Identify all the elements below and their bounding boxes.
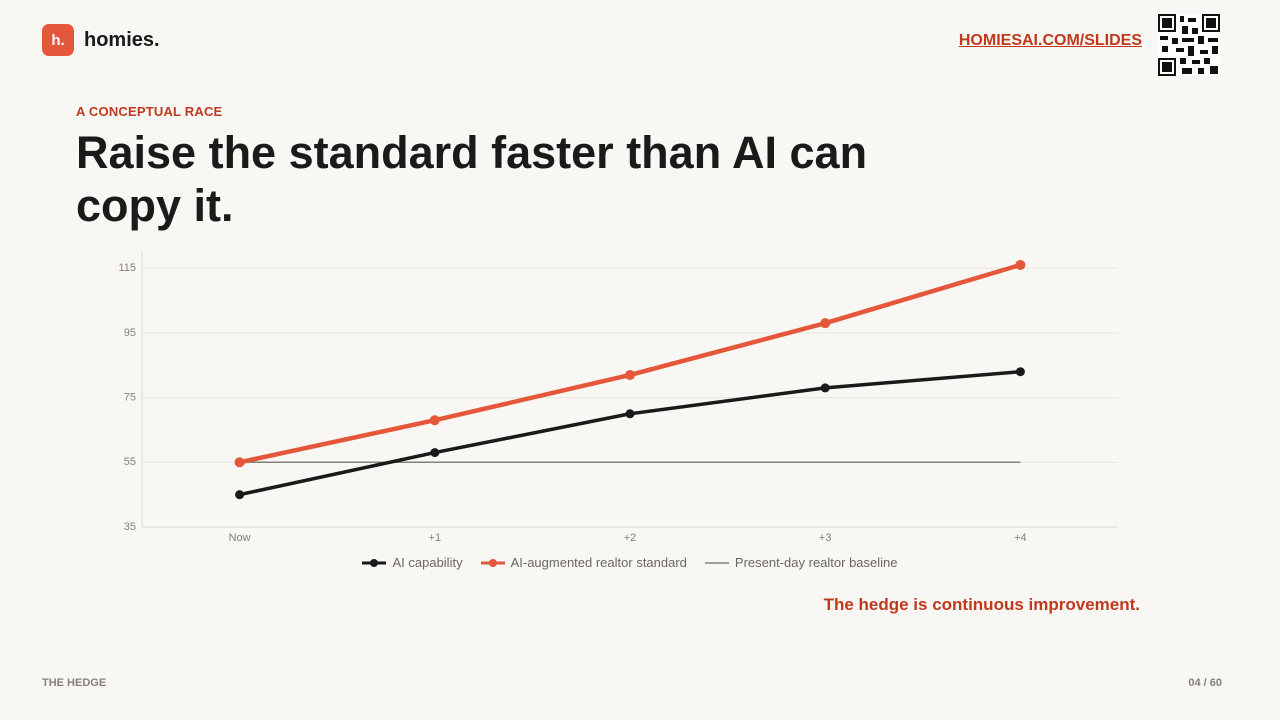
qr-code xyxy=(1158,14,1220,76)
legend-label: AI-augmented realtor standard xyxy=(510,555,687,570)
data-point xyxy=(1015,367,1025,377)
link[interactable]: HOMIESAI.COM/SLIDES xyxy=(958,32,1142,49)
legend: AI capability AI-augmented realtor standa… xyxy=(142,555,1118,570)
brand: homies. xyxy=(84,29,160,51)
y-tick-label: 55 xyxy=(124,456,136,468)
footer-section: THE HEDGE xyxy=(42,677,107,689)
x-tick-label: +3 xyxy=(819,532,832,544)
data-point xyxy=(429,415,440,426)
legend-marker xyxy=(370,558,379,567)
data-point xyxy=(820,318,831,329)
data-point xyxy=(430,448,440,458)
data-point xyxy=(234,457,245,468)
slide-title: Raise the standard faster than AI can co… xyxy=(76,127,868,231)
legend-swatch xyxy=(362,558,387,567)
legend-label: AI capability xyxy=(392,555,463,570)
legend-swatch xyxy=(704,561,729,564)
y-tick-label: 75 xyxy=(124,391,136,403)
kicker: A CONCEPTUAL RACE xyxy=(76,104,223,119)
caption: The hedge is continuous improvement. xyxy=(823,595,1140,614)
data-point xyxy=(235,490,245,500)
legend-swatch xyxy=(480,558,505,567)
x-tick-label: +4 xyxy=(1014,532,1027,544)
series-line xyxy=(239,369,1021,497)
x-tick-label: Now xyxy=(229,532,251,544)
logo: h. xyxy=(42,24,74,56)
x-tick-label: +2 xyxy=(624,532,637,544)
data-point xyxy=(820,383,830,393)
legend-item: Present-day realtor baseline xyxy=(704,555,898,570)
chart: 35 55 75 95 115 Now +1 +2 +3 +4 xyxy=(118,252,1118,544)
legend-marker xyxy=(488,558,497,567)
legend-label: Present-day realtor baseline xyxy=(734,555,898,570)
y-tick-label: 35 xyxy=(124,521,136,533)
y-tick-label: 115 xyxy=(118,262,136,274)
page-number: 04 / 60 xyxy=(1188,677,1222,689)
y-tick-label: 95 xyxy=(124,327,136,339)
x-tick-label: +1 xyxy=(429,532,442,544)
data-point xyxy=(625,369,635,380)
data-point xyxy=(1015,259,1026,270)
series-line xyxy=(239,262,1022,465)
legend-item: AI capability xyxy=(362,555,463,570)
legend-item: AI-augmented realtor standard xyxy=(480,555,687,570)
data-point xyxy=(625,409,635,419)
